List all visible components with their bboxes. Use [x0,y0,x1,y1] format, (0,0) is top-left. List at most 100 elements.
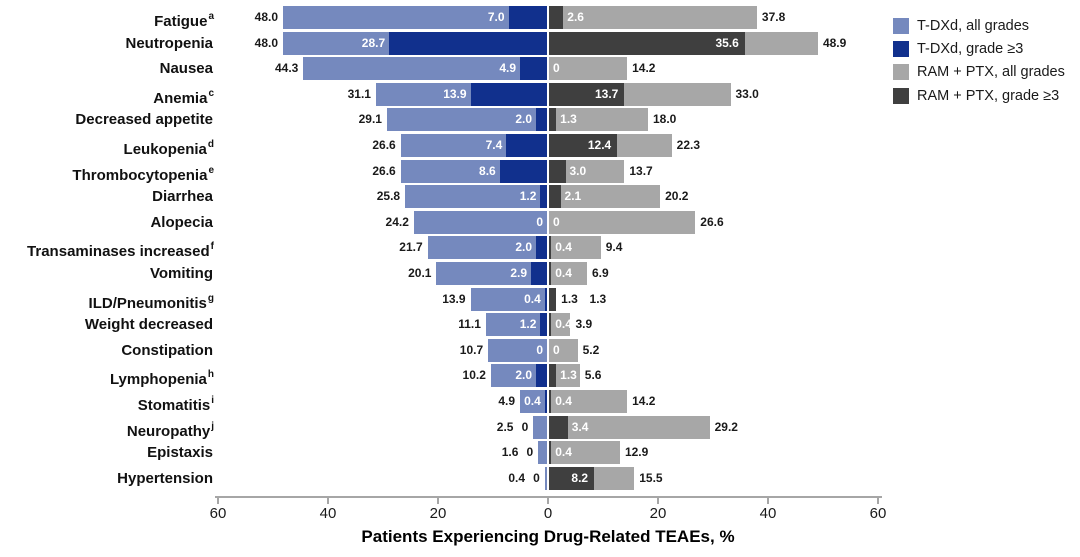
tdxd-all-value: 26.6 [372,163,396,178]
ram-all-bar [549,313,571,337]
x-axis-tick [877,498,879,505]
ram-all-value: 26.6 [700,214,724,229]
ram-all-value: 9.4 [605,240,623,255]
tdxd-g3-bar [536,364,547,388]
tdxd-g3-value: 2.0 [515,112,532,127]
tdxd-all-bar [538,441,547,465]
ram-all-bar [549,364,580,388]
category-label: Fatiguea [154,11,214,30]
tdxd-all-value: 10.2 [462,368,486,383]
bar-row: Anemiac 31.1 13.9 13.7 33.0 [0,82,1080,107]
category-label: Decreased appetite [75,111,213,129]
bar-row: Nausea 44.3 4.9 0 14.2 [0,57,1080,81]
category-label: Transaminases increasedf [27,241,214,261]
ram-all-value: 48.9 [822,35,847,50]
tdxd-all-value: 24.2 [385,214,409,229]
tdxd-all-value: 11.1 [458,317,481,332]
tdxd-all-value: 25.8 [376,189,401,204]
tdxd-all-bar [413,210,547,234]
tdxd-all-value: 1.6 [501,445,519,460]
tdxd-g3-value: 0 [526,445,534,460]
tdxd-g3-bar [540,313,547,337]
ram-all-bar [549,57,628,81]
x-axis-tick [217,498,219,505]
ram-all-value: 37.8 [761,10,786,24]
bar-row: Decreased appetite 29.1 2.0 1.3 18.0 [0,108,1080,132]
category-label: Neutropenia [125,34,213,52]
bar-row: Alopecia 24.2 0 0 26.6 [0,210,1080,234]
tdxd-all-value: 10.7 [459,342,484,357]
bar-row: Epistaxis 0 1.6 0.4 12.9 [0,441,1080,465]
ram-g3-value: 8.2 [571,470,589,485]
tdxd-all-value: 2.5 [496,419,514,434]
ram-all-bar [549,262,587,285]
tdxd-all-bar [490,364,547,388]
x-axis-tick [547,498,549,505]
category-label: Neuropathyj [126,420,214,440]
tdxd-all-value: 48.0 [254,35,278,50]
tdxd-g3-bar [544,390,547,413]
ram-g3-value: 2.6 [567,10,584,24]
bar-row: ILD/Pneumonitisg 13.9 0.4 1.3 1.3 [0,287,1080,312]
ram-g3-value: 3.0 [569,163,587,178]
x-axis-tick-label: 20 [649,505,667,523]
tdxd-g3-bar [520,57,547,81]
ram-all-value: 14.2 [632,394,656,408]
tdxd-g3-bar [499,159,547,183]
category-label: ILD/Pneumonitisg [88,292,214,312]
tdxd-all-bar [520,390,547,413]
ram-all-bar [549,185,661,209]
bar-row: Transaminases increasedf 21.7 2.0 0.4 9.4 [0,236,1080,261]
bar-row: Stomatitisi 4.9 0.4 0.4 14.2 [0,390,1080,414]
tdxd-g3-value: 0 [536,342,543,357]
bar-row: Thrombocytopeniae 26.6 8.6 3.0 13.7 [0,159,1080,184]
bar-row: Leukopeniad 26.6 7.4 12.4 22.3 [0,134,1080,158]
ram-all-value: 1.3 [589,291,607,306]
ram-g3-value: 0.4 [555,240,572,255]
tdxd-g3-value: 7.0 [487,10,505,24]
tdxd-g3-bar [540,185,547,209]
tdxd-g3-value: 0 [521,419,529,434]
bar-row: Vomiting 20.1 2.9 0.4 6.9 [0,262,1080,285]
ram-all-bar [549,338,578,362]
tdxd-all-value: 13.9 [442,291,466,306]
ram-g3-bar [549,313,552,337]
tdxd-g3-value: 0.4 [524,394,541,408]
ram-all-bar [549,390,628,413]
ram-g3-value: 0 [553,61,560,76]
ram-all-value: 14.2 [632,61,656,76]
tdxd-all-bar [283,6,547,29]
tdxd-g3-bar [506,134,547,157]
x-axis-line [215,496,882,499]
bar-row: Lymphopeniah 10.2 2.0 1.3 5.6 [0,364,1080,388]
ram-g3-bar [549,185,561,209]
ram-g3-bar [549,390,552,413]
tdxd-g3-value: 28.7 [361,35,386,50]
ram-all-value: 6.9 [591,266,609,280]
x-axis-tick [657,498,659,505]
ram-all-value: 13.7 [629,163,653,178]
ram-all-value: 15.5 [639,470,663,485]
ram-g3-value: 1.3 [560,368,577,383]
tdxd-all-bar [405,185,547,209]
tdxd-g3-value: 2.0 [515,368,532,383]
ram-g3-bar [549,108,557,132]
bar-row: Neutropenia 48.0 28.7 35.6 48.9 [0,31,1080,55]
x-axis-tick-label: 60 [209,505,227,523]
ram-all-value: 18.0 [653,112,677,127]
tdxd-all-bar [485,313,547,337]
bar-row: Neuropathyj 0 2.5 3.4 29.2 [0,415,1080,440]
tdxd-g3-value: 0.4 [524,291,541,306]
ram-g3-bar [549,159,566,183]
tdxd-g3-value: 2.0 [515,240,532,255]
tdxd-g3-bar [531,262,547,285]
x-axis-tick-label: 0 [543,505,553,523]
ram-all-value: 5.6 [584,368,602,383]
ram-g3-value: 35.6 [715,35,739,50]
tdxd-all-value: 44.3 [275,61,299,76]
x-axis-title: Patients Experiencing Drug-Related TEAEs… [361,527,735,547]
tdxd-g3-value: 1.2 [519,317,537,332]
tdxd-g3-bar [389,31,547,55]
tdxd-all-bar [436,262,547,285]
